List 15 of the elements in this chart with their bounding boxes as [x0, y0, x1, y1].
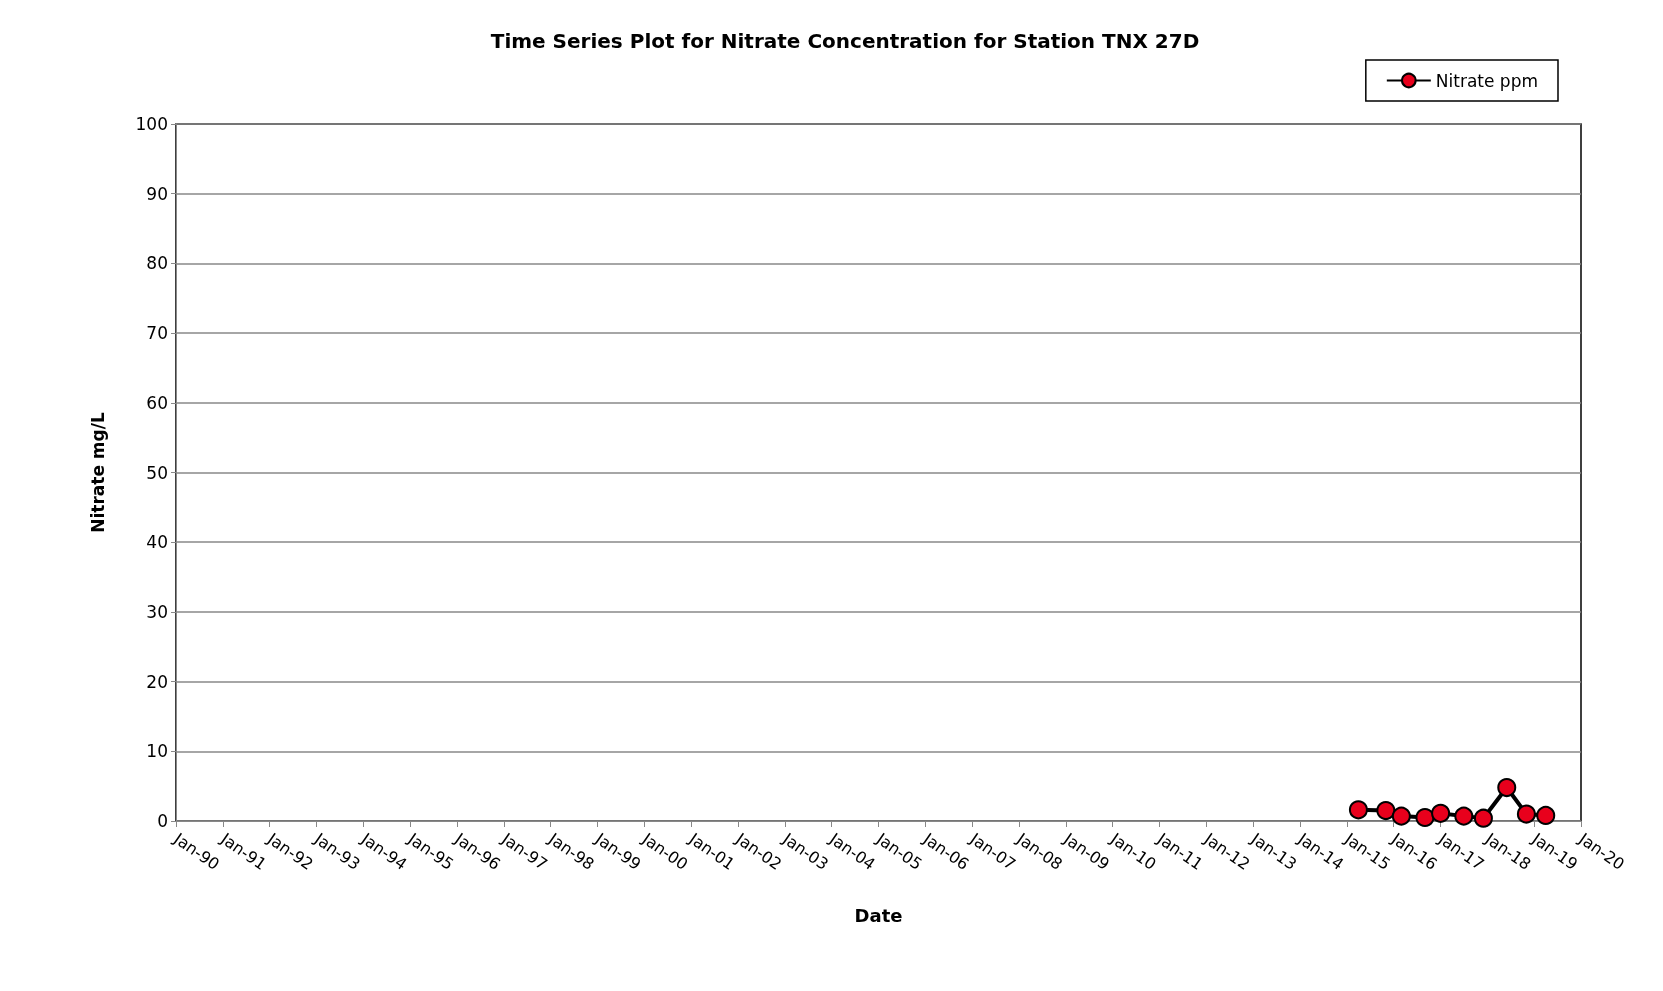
y-tick-label: 50 — [146, 462, 168, 483]
y-tick-label: 100 — [135, 114, 168, 134]
x-axis-title: Date — [854, 904, 903, 926]
y-tick-label: 10 — [146, 741, 168, 762]
y-tick-label: 40 — [146, 532, 168, 553]
y-tick-label: 60 — [146, 392, 168, 413]
y-axis-title: Nitrate mg/L — [87, 412, 108, 533]
chart-title: Time Series Plot for Nitrate Concentration for Station TNX 27D — [490, 29, 1200, 53]
y-tick-label: 70 — [146, 323, 168, 344]
y-tick-label: 0 — [157, 811, 168, 831]
legend-label: Nitrate ppm — [1435, 70, 1538, 91]
y-tick-label: 20 — [146, 671, 168, 692]
y-tick-label: 90 — [146, 183, 168, 204]
y-tick-label: 30 — [146, 601, 168, 622]
y-tick-label: 80 — [146, 253, 168, 274]
